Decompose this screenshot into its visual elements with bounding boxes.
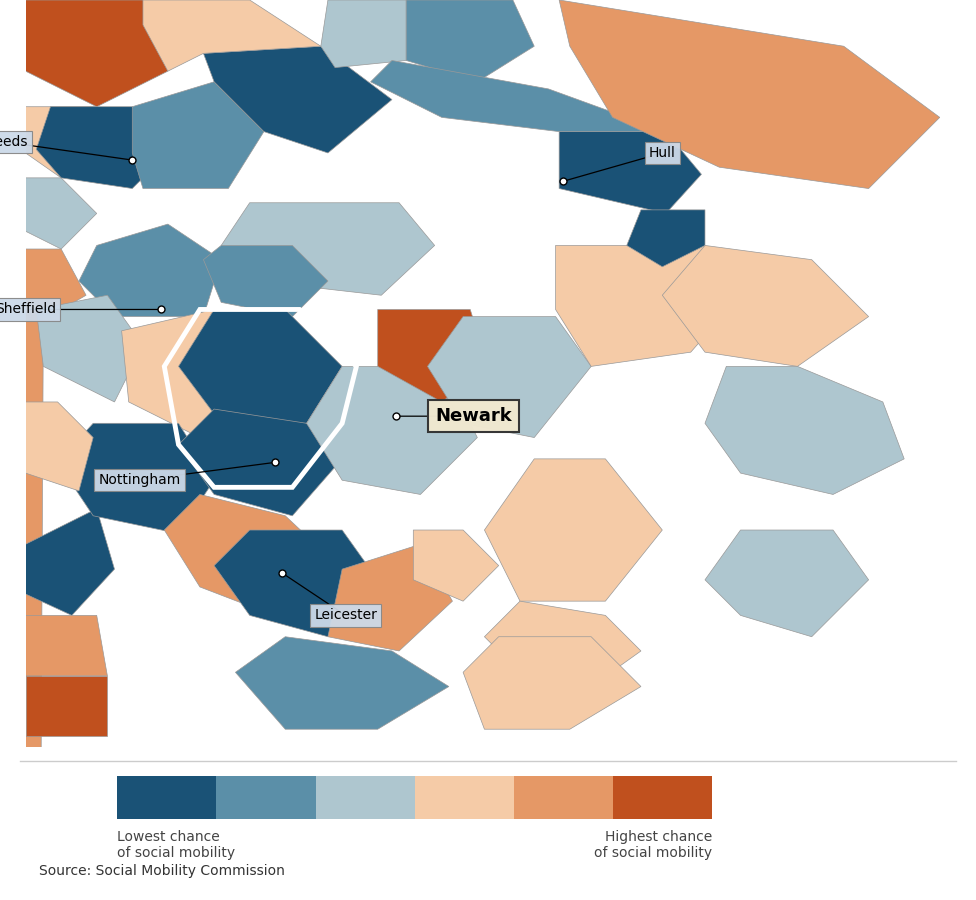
- Text: Highest chance
of social mobility: Highest chance of social mobility: [594, 830, 712, 860]
- Polygon shape: [406, 0, 534, 82]
- Polygon shape: [25, 178, 97, 249]
- Polygon shape: [36, 107, 168, 188]
- Polygon shape: [705, 366, 904, 494]
- Polygon shape: [164, 494, 343, 623]
- Polygon shape: [25, 249, 86, 900]
- Text: Nottingham: Nottingham: [99, 473, 181, 487]
- Polygon shape: [705, 530, 869, 636]
- Polygon shape: [484, 459, 663, 601]
- Polygon shape: [306, 366, 477, 494]
- Polygon shape: [559, 0, 940, 188]
- Polygon shape: [203, 46, 392, 153]
- Polygon shape: [663, 246, 869, 366]
- Polygon shape: [25, 107, 133, 178]
- Polygon shape: [36, 295, 142, 402]
- Polygon shape: [328, 544, 453, 651]
- Polygon shape: [235, 636, 449, 729]
- Polygon shape: [555, 246, 741, 366]
- Polygon shape: [58, 423, 214, 534]
- Polygon shape: [413, 530, 499, 601]
- Polygon shape: [378, 310, 488, 402]
- Polygon shape: [214, 530, 378, 636]
- Text: Newark: Newark: [435, 407, 512, 425]
- Polygon shape: [79, 224, 222, 317]
- Text: Lowest chance
of social mobility: Lowest chance of social mobility: [117, 830, 235, 860]
- Polygon shape: [142, 0, 321, 71]
- Text: BBC: BBC: [881, 861, 919, 879]
- Polygon shape: [25, 0, 168, 107]
- Polygon shape: [122, 310, 250, 437]
- Text: Leicester: Leicester: [314, 608, 377, 623]
- Polygon shape: [321, 0, 406, 68]
- Polygon shape: [179, 410, 343, 516]
- Polygon shape: [222, 202, 434, 295]
- Text: Hull: Hull: [649, 146, 675, 160]
- Polygon shape: [179, 310, 343, 423]
- Text: Leeds: Leeds: [0, 135, 28, 149]
- Polygon shape: [133, 82, 264, 188]
- Polygon shape: [427, 317, 591, 437]
- Polygon shape: [25, 676, 107, 736]
- Polygon shape: [25, 402, 93, 491]
- Text: Source: Social Mobility Commission: Source: Social Mobility Commission: [39, 863, 285, 878]
- Polygon shape: [371, 60, 666, 131]
- Polygon shape: [627, 210, 705, 266]
- Polygon shape: [463, 636, 641, 729]
- Text: Sheffield: Sheffield: [0, 302, 57, 317]
- Polygon shape: [203, 246, 328, 317]
- Polygon shape: [484, 601, 641, 687]
- Polygon shape: [25, 616, 107, 676]
- Polygon shape: [559, 131, 702, 213]
- Polygon shape: [25, 508, 114, 616]
